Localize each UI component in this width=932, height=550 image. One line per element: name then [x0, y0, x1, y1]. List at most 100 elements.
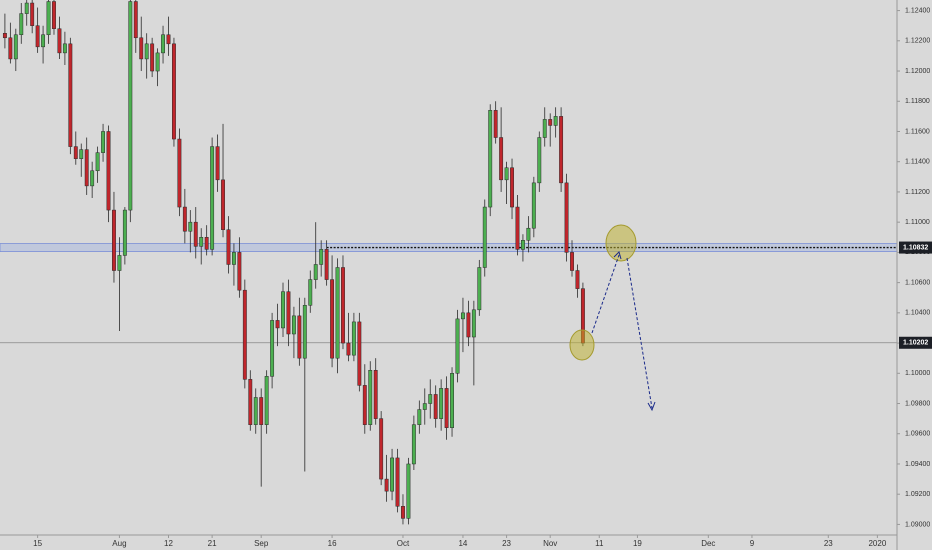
axes: 1.09000 1.09200 1.09400 1.09600 1.09800 1.100…	[33, 7, 932, 548]
y-tick-label: 1.12400	[905, 7, 930, 14]
candle-body	[24, 2, 29, 14]
candle-body	[8, 37, 13, 60]
candle-body	[101, 131, 105, 153]
candle-body	[417, 409, 422, 425]
highlight-ellipse	[569, 329, 595, 361]
candle-body	[559, 116, 564, 184]
y-tick-label: 1.11600	[905, 128, 930, 135]
candle-body	[155, 52, 160, 72]
candle-body	[264, 376, 269, 425]
annotations	[569, 224, 656, 412]
candle-body	[95, 152, 100, 172]
candle-body	[128, 1, 133, 211]
candle-body	[504, 167, 509, 181]
y-tick-label: 1.10600	[905, 279, 930, 286]
candle-body	[237, 252, 242, 291]
candle-body	[259, 397, 264, 425]
candle-body	[357, 321, 362, 386]
candle-body	[351, 321, 356, 356]
candle-body	[461, 312, 465, 320]
level-label-box	[899, 241, 932, 254]
candle-body	[133, 1, 138, 39]
candle-body	[275, 320, 280, 329]
candle-body	[161, 34, 165, 54]
candle-body	[122, 209, 127, 256]
candle-body	[52, 1, 56, 29]
candle-body	[308, 279, 313, 306]
candle-body	[520, 240, 525, 250]
y-tick-label: 1.12200	[905, 38, 930, 45]
candle-body	[106, 131, 111, 211]
x-tick-label: 16	[328, 539, 337, 548]
candle-body	[112, 209, 116, 271]
candle-body	[62, 43, 67, 54]
candle-body	[46, 1, 51, 36]
candle-body	[362, 385, 367, 425]
candle-body	[79, 149, 84, 159]
candle-body	[346, 342, 351, 356]
candle-body	[281, 291, 285, 329]
candle-body	[439, 388, 444, 419]
y-tick-label: 1.09600	[905, 431, 930, 438]
y-tick-label: 1.10400	[905, 310, 930, 317]
level-label: 1.10832	[903, 244, 928, 251]
candles	[2, 0, 585, 525]
candle-body	[226, 229, 231, 265]
candle-body	[575, 270, 580, 289]
y-tick-label: 1.11400	[905, 159, 930, 166]
candle-body	[564, 182, 569, 253]
x-tick-label: 23	[502, 539, 511, 548]
x-tick-label: Nov	[543, 539, 557, 548]
candle-body	[291, 315, 296, 335]
x-tick-label: 23	[824, 539, 833, 548]
candle-body	[2, 32, 7, 39]
y-tick-label: 1.09200	[905, 491, 930, 498]
candle-body	[477, 267, 482, 311]
candle-body	[531, 182, 536, 229]
y-tick-label: 1.11200	[905, 189, 930, 196]
candle-body	[515, 206, 520, 250]
candle-body	[379, 418, 384, 480]
candle-body	[177, 138, 182, 208]
x-tick-label: 19	[633, 539, 642, 548]
x-tick-label: 9	[750, 539, 755, 548]
candle-body	[68, 43, 73, 147]
candle-body	[215, 146, 220, 181]
candle-body	[542, 119, 547, 138]
candle-body	[335, 267, 340, 359]
y-tick-label: 1.09800	[905, 400, 930, 407]
candle-body	[90, 170, 95, 187]
y-tick-label: 1.09400	[905, 461, 930, 468]
candle-body	[422, 403, 427, 410]
candle-body	[455, 318, 460, 374]
candle-body	[210, 146, 215, 250]
candle-body	[270, 320, 275, 377]
candle-body	[319, 249, 324, 265]
candle-body	[341, 267, 345, 344]
candle-body	[324, 249, 329, 280]
candle-body	[406, 463, 411, 519]
x-tick-label: 11	[595, 539, 604, 548]
highlight-ellipse	[605, 224, 637, 262]
candle-body	[488, 110, 493, 208]
candle-body	[482, 206, 487, 268]
candle-body	[471, 309, 476, 338]
candle-body	[188, 221, 193, 232]
y-tick-label: 1.12000	[905, 68, 930, 75]
candle-body	[384, 478, 389, 492]
candle-body	[204, 237, 209, 250]
candle-body	[510, 167, 514, 208]
x-tick-label: Aug	[112, 539, 126, 548]
x-tick-label: 21	[208, 539, 217, 548]
x-tick-label: Oct	[397, 539, 410, 548]
candle-body	[57, 28, 62, 54]
x-tick-label: 2020	[868, 539, 886, 548]
y-tick-label: 1.09000	[905, 521, 930, 528]
candle-body	[166, 34, 171, 45]
x-tick-label: Sep	[254, 539, 269, 548]
candle-body	[411, 424, 416, 465]
candle-body	[84, 149, 89, 187]
candle-body	[493, 110, 498, 138]
candle-body	[433, 394, 438, 419]
arrow-head	[613, 251, 622, 260]
